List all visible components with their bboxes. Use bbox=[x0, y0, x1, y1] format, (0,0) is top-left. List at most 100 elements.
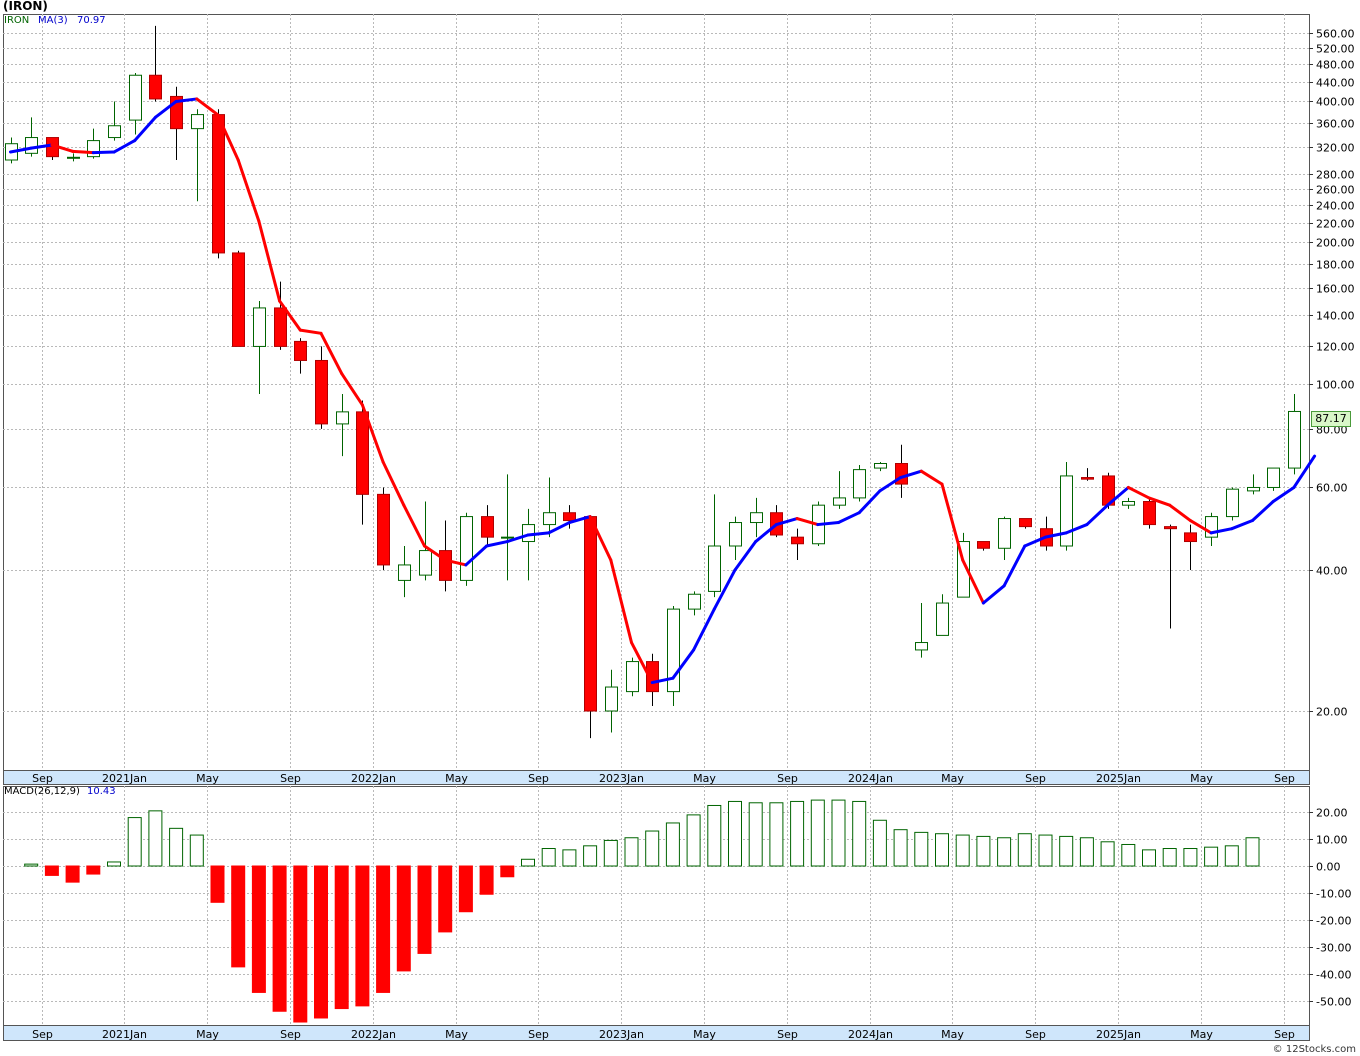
price-x-label: May bbox=[1190, 772, 1213, 785]
candle-body bbox=[791, 536, 804, 545]
ma-segment bbox=[402, 503, 426, 548]
price-tick-label: 160.00 bbox=[1316, 283, 1355, 296]
price-x-label: Sep bbox=[1025, 772, 1046, 785]
ma-segment bbox=[630, 641, 654, 685]
macd-bar bbox=[521, 858, 535, 867]
candle-body bbox=[67, 156, 80, 159]
candle-body bbox=[1122, 501, 1135, 506]
candle-body bbox=[274, 307, 287, 347]
price-tick-label: 280.00 bbox=[1316, 169, 1355, 182]
price-tick-label: 100.00 bbox=[1316, 379, 1355, 392]
macd-bar bbox=[1224, 845, 1239, 867]
candle-body bbox=[25, 137, 38, 154]
price-tick-label: 440.00 bbox=[1316, 77, 1355, 90]
candle-body bbox=[419, 550, 432, 576]
ma-segment bbox=[278, 299, 302, 332]
price-tick-label: 240.00 bbox=[1316, 200, 1355, 213]
candle-body bbox=[232, 252, 245, 347]
macd-x-label: May bbox=[693, 1028, 716, 1041]
macd-bar bbox=[438, 865, 453, 933]
macd-x-label: 2024Jan bbox=[848, 1028, 893, 1041]
macd-bar bbox=[935, 833, 949, 867]
ma-segment bbox=[692, 607, 716, 652]
price-tick-label: 360.00 bbox=[1316, 118, 1355, 131]
macd-bar bbox=[810, 799, 825, 867]
candle-body bbox=[563, 512, 576, 522]
macd-bar bbox=[893, 829, 908, 867]
candle-body bbox=[253, 307, 266, 347]
macd-bar bbox=[1142, 849, 1156, 867]
macd-bar bbox=[624, 837, 639, 867]
ma-segment bbox=[319, 331, 344, 376]
candle-body bbox=[1288, 410, 1301, 469]
macd-bar bbox=[334, 865, 349, 1010]
candle-body bbox=[998, 518, 1011, 549]
ma-segment bbox=[878, 476, 903, 493]
ma-segment bbox=[1209, 527, 1234, 535]
ma-segment bbox=[174, 97, 199, 103]
ma-segment bbox=[216, 113, 240, 162]
ma-segment bbox=[443, 558, 468, 567]
candle-body bbox=[1164, 526, 1177, 530]
macd-bar bbox=[458, 865, 473, 913]
macd-bar bbox=[396, 865, 411, 972]
price-x-label: May bbox=[445, 772, 468, 785]
macd-bar bbox=[500, 865, 515, 878]
price-tick-label: 60.00 bbox=[1316, 482, 1348, 495]
ma-segment bbox=[29, 143, 54, 150]
macd-bar bbox=[583, 845, 598, 867]
ma-segment bbox=[588, 515, 613, 562]
macd-bar bbox=[314, 865, 328, 1019]
candle-body bbox=[977, 541, 990, 549]
ma-segment bbox=[133, 115, 157, 143]
candle-body bbox=[646, 661, 659, 693]
ma-segment bbox=[609, 558, 633, 645]
price-tick-label: 40.00 bbox=[1316, 565, 1348, 578]
macd-bar bbox=[148, 810, 163, 867]
candle-body bbox=[833, 497, 846, 506]
candle-body bbox=[1247, 486, 1260, 492]
price-x-label: Sep bbox=[280, 772, 301, 785]
macd-bar bbox=[1017, 833, 1032, 867]
ma-segment bbox=[1085, 503, 1110, 527]
ma-segment bbox=[650, 676, 675, 685]
candle-body bbox=[1143, 501, 1156, 526]
macd-bar bbox=[210, 865, 225, 903]
ma-segment bbox=[71, 149, 95, 155]
price-tick-label: 20.00 bbox=[1316, 706, 1348, 719]
candle-body bbox=[87, 140, 100, 158]
candle-body bbox=[149, 74, 162, 100]
macd-bar bbox=[1162, 848, 1177, 867]
macd-tick-label: -40.00 bbox=[1316, 969, 1351, 982]
macd-bar bbox=[1079, 837, 1094, 867]
price-x-label: May bbox=[196, 772, 219, 785]
candle-body bbox=[605, 686, 618, 712]
candle-body bbox=[501, 536, 514, 539]
macd-bar bbox=[852, 800, 867, 867]
price-tick-label: 200.00 bbox=[1316, 237, 1355, 250]
ma-segment bbox=[1251, 500, 1275, 523]
macd-bar bbox=[769, 802, 784, 867]
ma-segment bbox=[774, 517, 799, 527]
macd-bar bbox=[562, 849, 577, 867]
price-x-label: May bbox=[941, 772, 964, 785]
price-x-label: Sep bbox=[1274, 772, 1295, 785]
candle-body bbox=[336, 411, 349, 425]
ma-segment bbox=[91, 150, 116, 155]
candle-body bbox=[356, 411, 369, 495]
ma-segment bbox=[712, 568, 737, 611]
candle-body bbox=[729, 522, 742, 547]
ma-segment bbox=[9, 146, 33, 154]
candle-body bbox=[626, 661, 639, 693]
macd-bar bbox=[65, 865, 80, 883]
ma-value: 70.97 bbox=[77, 15, 106, 26]
macd-x-label: 2022Jan bbox=[351, 1028, 396, 1041]
macd-bar bbox=[748, 802, 763, 867]
candle-body bbox=[936, 602, 949, 636]
price-x-label: 2023Jan bbox=[599, 772, 644, 785]
macd-x-label: May bbox=[445, 1028, 468, 1041]
macd-bar bbox=[44, 865, 59, 876]
macd-bar bbox=[417, 865, 432, 954]
candle-body bbox=[377, 493, 390, 566]
